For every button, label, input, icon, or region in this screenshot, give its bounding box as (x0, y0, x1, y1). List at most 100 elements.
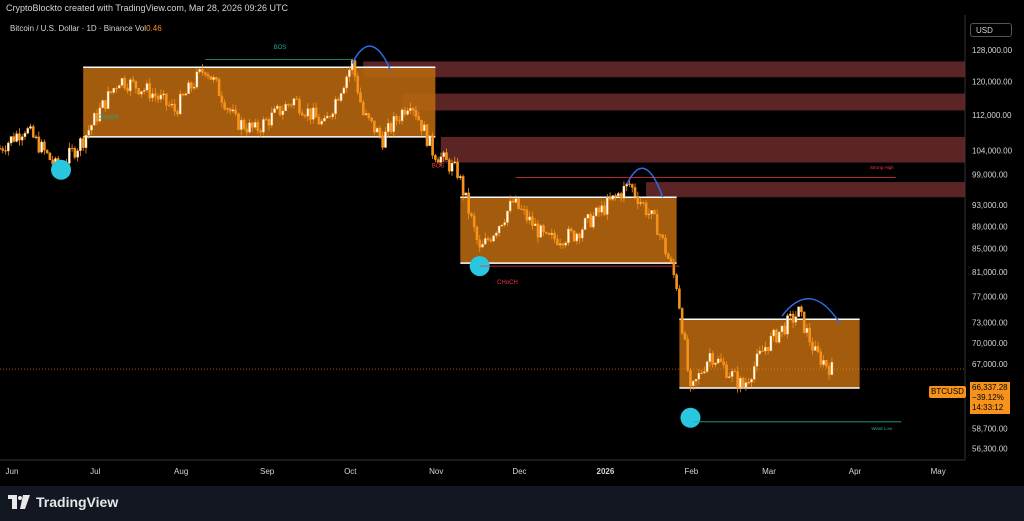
candle-body (489, 239, 493, 242)
candle-body (395, 116, 398, 121)
candle-body (736, 371, 739, 388)
candle-body (716, 358, 720, 364)
candle-body (234, 109, 238, 114)
candle-body (739, 377, 742, 388)
currency-button[interactable]: USD (970, 23, 1012, 37)
candle-body (622, 185, 626, 199)
candle-body (76, 150, 79, 158)
candle-body (611, 195, 615, 200)
candle-body (428, 135, 432, 146)
candle-body (170, 103, 174, 106)
candle-body (461, 176, 465, 196)
candle-body (434, 155, 437, 160)
candle-body (217, 79, 221, 97)
candle-body (600, 205, 604, 213)
candle-body (506, 210, 509, 223)
candle-body (553, 233, 556, 240)
chart-frame[interactable]: BOS CHoCH CHoCH BOS Strong High Weak Low 128,… (0, 15, 1024, 486)
candle-body (569, 228, 573, 231)
candle-body (342, 87, 346, 94)
y-tick-label: 81,000.00 (972, 268, 1008, 277)
tradingview-logo[interactable]: TradingView (8, 494, 118, 510)
candle-body (165, 93, 168, 106)
y-tick-label: 99,000.00 (972, 171, 1008, 180)
candle-body (281, 110, 285, 116)
y-tick-label: 85,000.00 (972, 245, 1008, 254)
candle-body (564, 242, 567, 246)
consolidation-zone (679, 319, 860, 388)
candle-body (592, 215, 595, 228)
candle-body (159, 94, 163, 100)
y-tick-label: 104,000.00 (972, 147, 1013, 156)
candle-body (68, 147, 71, 164)
candle-body (386, 123, 390, 132)
reversal-circle (680, 407, 701, 428)
candle-body (145, 83, 149, 91)
candle-body (442, 152, 445, 157)
candle-body (495, 232, 498, 236)
candle-body (29, 126, 32, 129)
candle-body (550, 233, 554, 235)
candle-body (780, 325, 784, 333)
candle-body (1, 148, 5, 151)
candle-body (34, 136, 38, 138)
candle-body (295, 98, 299, 100)
consolidation-zone (83, 67, 436, 137)
overlay-layer: BOS CHoCH CHoCH BOS Strong High Weak Low (51, 45, 902, 431)
candle-body (317, 117, 321, 125)
candle-body (289, 104, 293, 106)
candle-body (148, 83, 152, 99)
candle-body (822, 360, 825, 365)
price-chart[interactable]: BOS CHoCH CHoCH BOS Strong High Weak Low 128,… (0, 15, 1024, 486)
candle-body (0, 148, 2, 150)
candle-body (37, 136, 41, 153)
candle-body (92, 113, 96, 126)
candle-body (292, 98, 296, 106)
candle-body (181, 93, 185, 96)
candle-body (70, 147, 74, 150)
candle-body (481, 244, 484, 248)
candle-body (43, 141, 46, 151)
candle-body (334, 99, 337, 114)
candle-body (730, 370, 734, 377)
candle-body (167, 104, 171, 107)
candle-body (309, 108, 312, 120)
candle-body (4, 150, 7, 152)
candle-body (364, 113, 368, 116)
candle-body (45, 149, 49, 154)
candle-body (459, 176, 462, 178)
arc-arrow (781, 298, 841, 325)
candle-body (456, 161, 459, 178)
candle-body (813, 346, 817, 351)
candle-body (772, 329, 775, 337)
candle-body (514, 198, 518, 203)
candle-body (653, 210, 656, 215)
candle-body (777, 331, 781, 343)
candle-body (800, 306, 803, 313)
candle-body (253, 122, 257, 128)
candle-body (794, 316, 798, 323)
candle-body (126, 87, 129, 92)
x-tick-label: May (931, 467, 946, 476)
candle-body (187, 82, 190, 95)
candle-body (40, 141, 43, 153)
candle-body (508, 200, 512, 212)
candle-body (464, 192, 468, 196)
candle-body (270, 112, 274, 126)
candle-body (389, 123, 393, 132)
candle-body (486, 238, 490, 240)
annotation-label: CHoCH (497, 280, 518, 286)
candle-body (9, 136, 13, 144)
candle-body (84, 135, 88, 148)
tradingview-wordmark: TradingView (36, 494, 119, 510)
candle-body (237, 113, 240, 130)
candle-body (811, 341, 814, 351)
candle-body (825, 360, 828, 367)
candle-body (830, 361, 834, 375)
candle-body (691, 380, 695, 387)
candle-body (450, 162, 454, 172)
candle-body (406, 110, 409, 115)
candle-body (300, 112, 304, 116)
candle-body (608, 197, 612, 200)
candle-body (630, 184, 634, 188)
